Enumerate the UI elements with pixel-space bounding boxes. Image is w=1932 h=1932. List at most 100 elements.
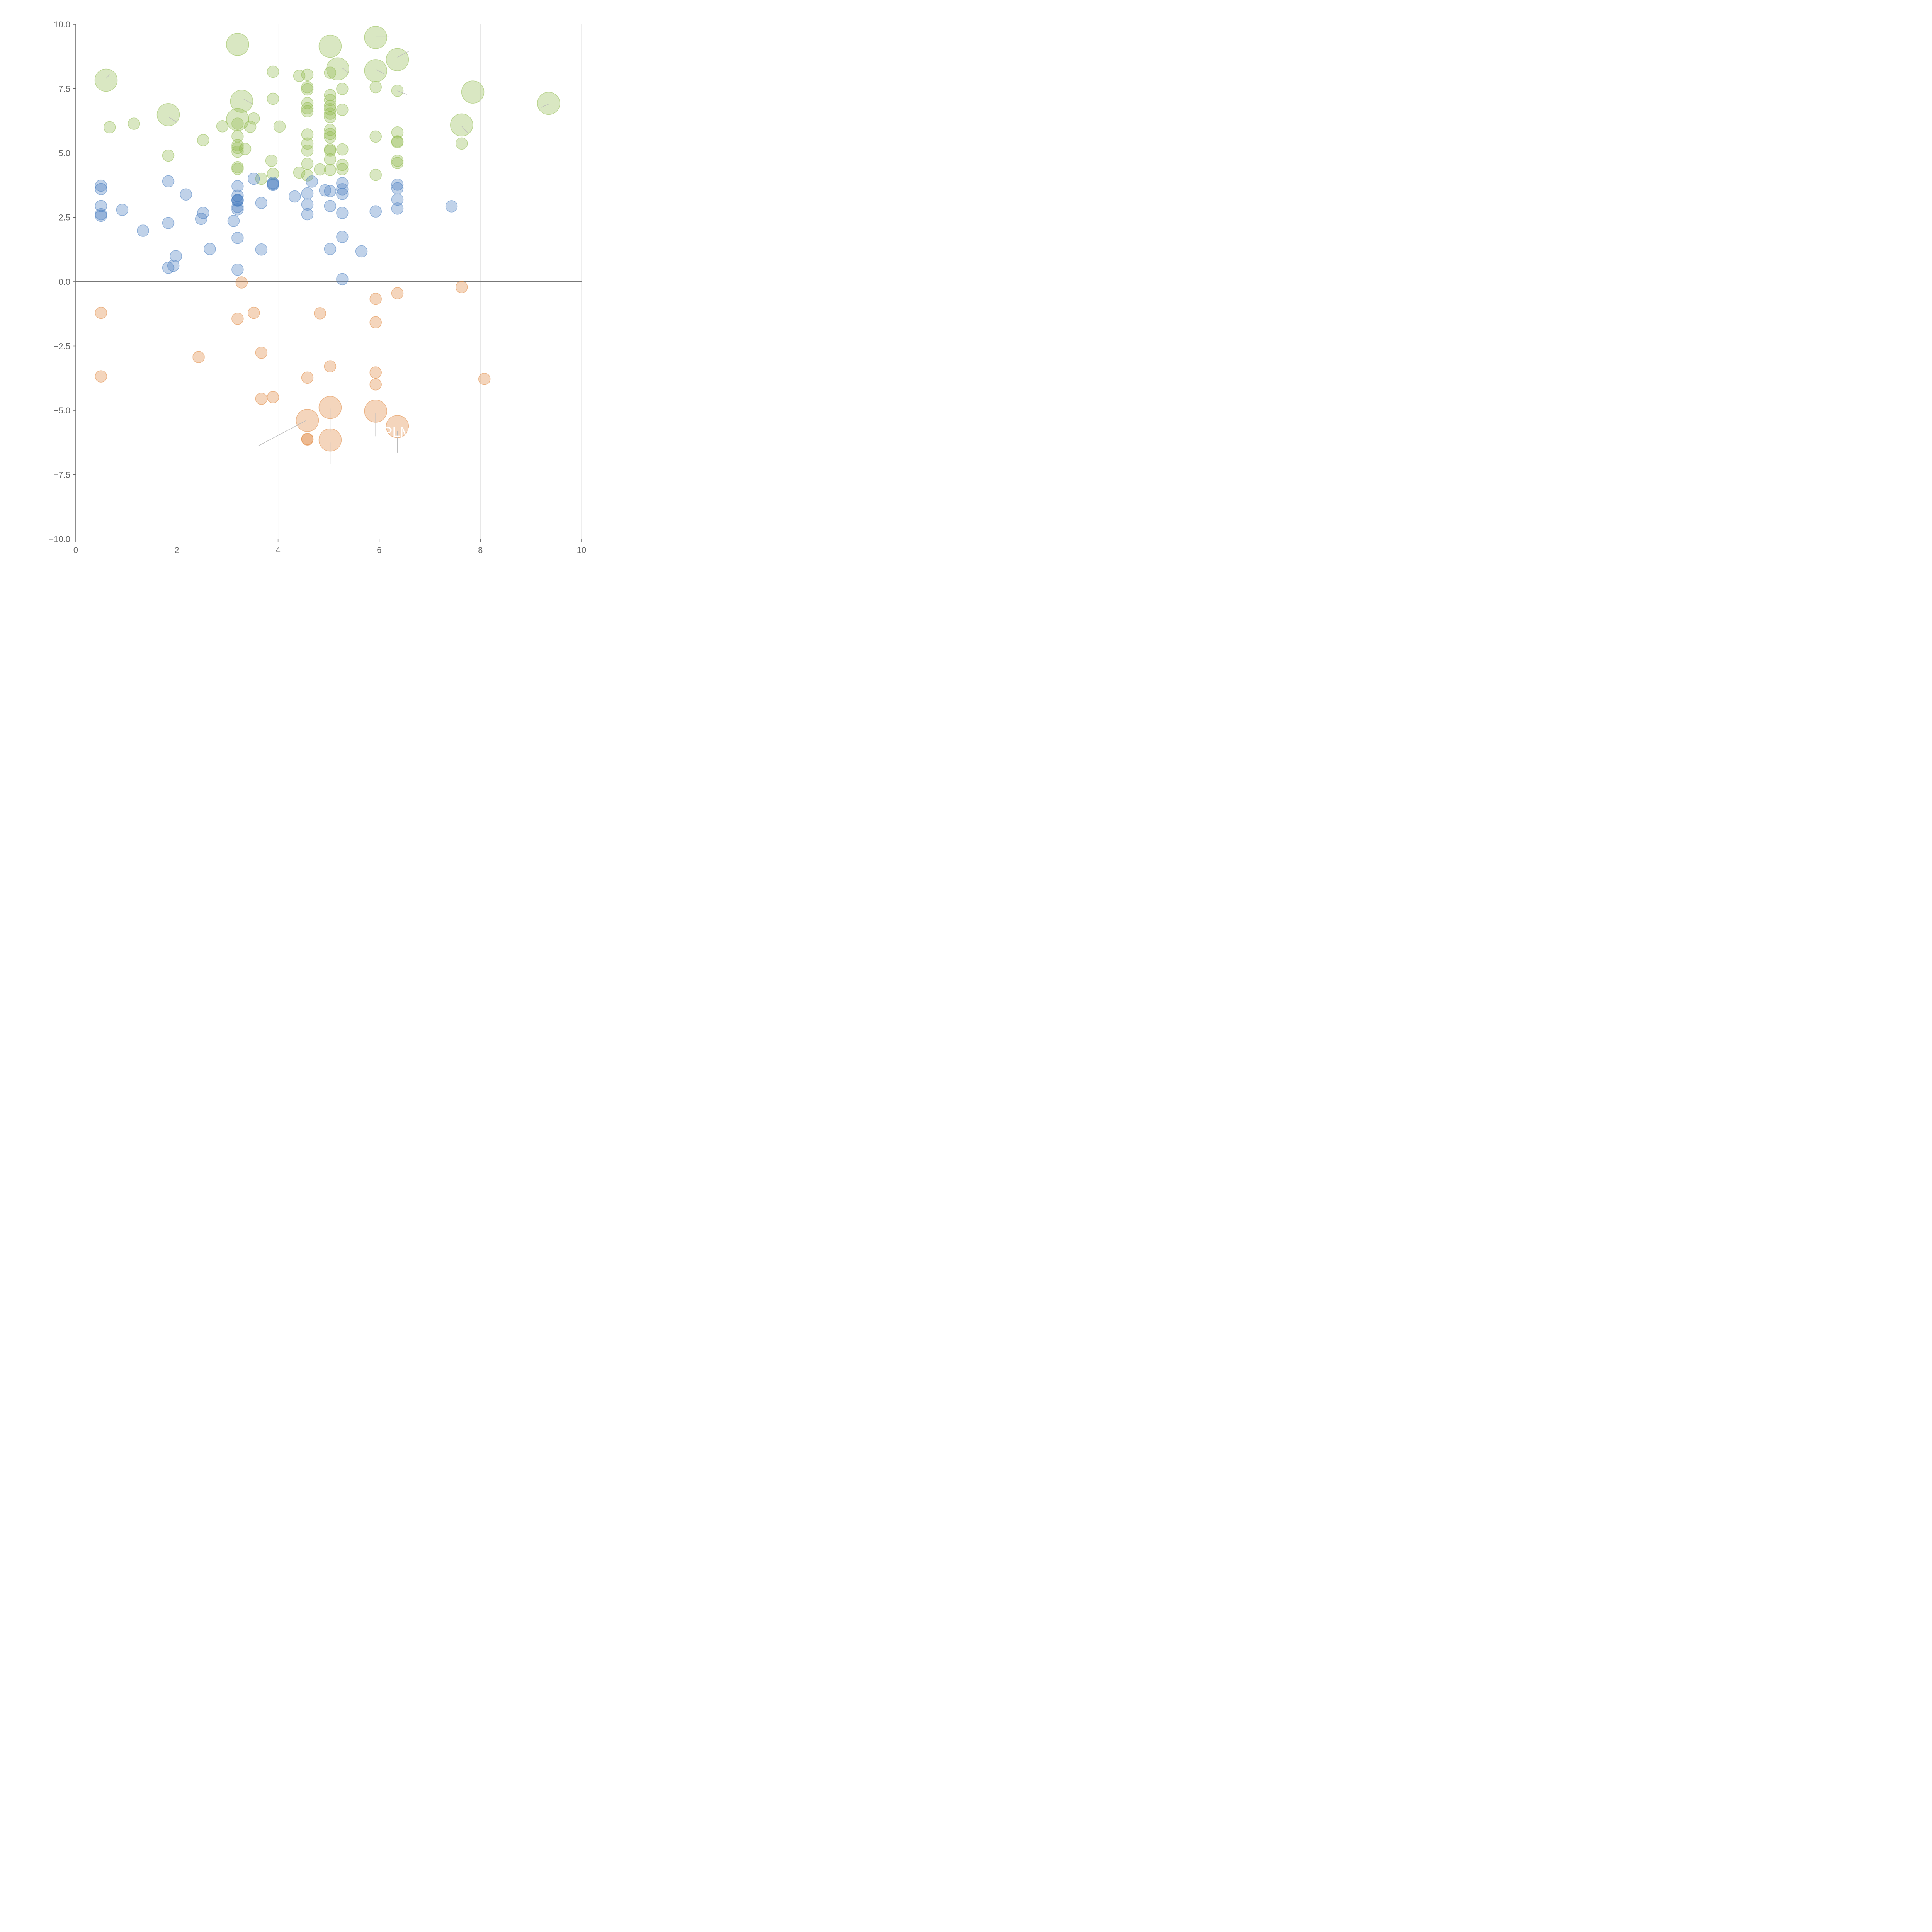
green-bubble-point bbox=[324, 128, 337, 140]
blue-bubble-point bbox=[336, 188, 349, 200]
blue-bubble-point bbox=[231, 189, 244, 202]
blue-bubble-point bbox=[231, 180, 244, 192]
blue-bubble-point bbox=[336, 231, 349, 243]
y-tick-label: 5.0 bbox=[58, 148, 70, 158]
blue-bubble-point bbox=[301, 187, 314, 200]
blue-bubble-point bbox=[116, 204, 129, 216]
blue-bubble-point bbox=[391, 182, 404, 194]
orange-bubble-point bbox=[391, 287, 404, 299]
callout-line bbox=[242, 98, 253, 105]
green-bubble-point bbox=[94, 68, 118, 92]
green-bubble-point bbox=[324, 145, 337, 157]
blue-bubble-point bbox=[445, 200, 458, 213]
blue-bubble-point bbox=[391, 179, 404, 191]
green-bubble-point bbox=[255, 172, 268, 185]
green-bubble-point bbox=[364, 59, 387, 82]
x-tick-label: 6 bbox=[377, 545, 381, 555]
green-bubble-point bbox=[324, 153, 337, 166]
callout-line bbox=[461, 126, 468, 133]
green-bubble-point bbox=[301, 105, 314, 117]
blue-bubble-point bbox=[95, 209, 107, 222]
green-bubble-point bbox=[103, 121, 116, 134]
green-bubble-point bbox=[265, 155, 278, 167]
green-bubble-point bbox=[128, 117, 140, 130]
green-bubble-point bbox=[267, 168, 279, 180]
blue-bubble-point bbox=[324, 243, 337, 255]
blue-bubble-point bbox=[255, 197, 268, 209]
x-tick-label: 0 bbox=[73, 545, 78, 555]
y-tick-label: −7.5 bbox=[54, 470, 70, 480]
annotation-label: PLM bbox=[383, 424, 412, 440]
orange-bubble-point bbox=[369, 366, 382, 379]
green-bubble-point bbox=[391, 136, 404, 148]
green-bubble-point bbox=[537, 92, 560, 115]
orange-bubble-point bbox=[301, 433, 314, 446]
orange-bubble-point bbox=[95, 306, 107, 319]
orange-bubble-point bbox=[369, 316, 382, 328]
orange-bubble-point bbox=[255, 347, 268, 359]
blue-bubble-point bbox=[289, 190, 301, 203]
callout-line bbox=[375, 69, 384, 75]
green-bubble-point bbox=[336, 143, 349, 156]
green-bubble-point bbox=[231, 141, 244, 154]
blue-bubble-point bbox=[324, 185, 337, 197]
bubble-layer bbox=[94, 26, 560, 452]
blue-bubble-point bbox=[319, 184, 332, 197]
blue-bubble-point bbox=[95, 183, 107, 195]
green-bubble-point bbox=[301, 145, 314, 157]
green-bubble-point bbox=[324, 66, 337, 79]
orange-bubble-point bbox=[231, 313, 244, 325]
blue-bubble-point bbox=[231, 232, 244, 244]
blue-bubble-point bbox=[197, 207, 209, 219]
blue-bubble-point bbox=[95, 179, 107, 192]
callout-line bbox=[257, 420, 306, 447]
blue-bubble-point bbox=[355, 245, 368, 258]
green-bubble-point bbox=[369, 168, 382, 181]
green-bubble-point bbox=[244, 121, 257, 133]
chart-svg: −10.0 −7.5 −5.0 −2.5 0.0 2.5 5.0 7.5 10.0 0 2 4 6 8 10… bbox=[49, 20, 586, 555]
blue-bubble-point bbox=[231, 194, 244, 207]
annotation-labels: PLM bbox=[383, 424, 412, 440]
green-bubble-point bbox=[336, 83, 349, 95]
blue-bubble-point bbox=[227, 215, 240, 227]
green-bubble-point bbox=[231, 117, 244, 130]
blue-bubble-point bbox=[391, 202, 404, 215]
y-tick-label: 10.0 bbox=[54, 20, 70, 29]
blue-bubble-point bbox=[267, 179, 279, 191]
blue-bubble-point bbox=[369, 205, 382, 218]
green-bubble-point bbox=[301, 83, 314, 96]
x-tick-label: 10 bbox=[577, 545, 586, 555]
green-bubble-point bbox=[450, 113, 473, 137]
callout-line bbox=[105, 74, 110, 79]
green-bubble-point bbox=[324, 111, 337, 124]
blue-bubble-point bbox=[336, 273, 349, 286]
green-bubble-point bbox=[391, 126, 404, 139]
orange-bubble-point bbox=[369, 293, 382, 305]
green-bubble-point bbox=[301, 68, 314, 81]
axes: −10.0 −7.5 −5.0 −2.5 0.0 2.5 5.0 7.5 10.0 0 2 4 6 8 10 bbox=[49, 20, 586, 555]
orange-bubble-point bbox=[248, 306, 260, 319]
blue-bubble-point bbox=[180, 188, 192, 201]
green-bubble-point bbox=[267, 92, 279, 105]
blue-bubble-point bbox=[137, 224, 149, 237]
orange-bubble-point bbox=[296, 409, 319, 432]
green-bubble-point bbox=[301, 128, 314, 141]
y-tick-label: 0.0 bbox=[58, 277, 70, 287]
y-tick-label: −5.0 bbox=[54, 406, 70, 415]
green-bubble-point bbox=[216, 120, 229, 133]
green-bubble-point bbox=[324, 164, 337, 176]
blue-bubble-point bbox=[301, 198, 314, 211]
green-bubble-point bbox=[326, 57, 349, 80]
blue-bubble-point bbox=[255, 243, 268, 256]
orange-bubble-point bbox=[95, 370, 107, 383]
blue-bubble-point bbox=[162, 175, 175, 188]
blue-bubble-point bbox=[167, 259, 180, 272]
x-tick-label: 8 bbox=[478, 545, 483, 555]
green-bubble-point bbox=[314, 163, 326, 176]
callout-line bbox=[397, 50, 410, 58]
blue-bubble-point bbox=[162, 262, 175, 274]
orange-bubble-point bbox=[456, 281, 468, 293]
blue-bubble-point bbox=[324, 200, 337, 212]
green-bubble-point bbox=[336, 158, 349, 171]
green-bubble-point bbox=[336, 163, 349, 175]
